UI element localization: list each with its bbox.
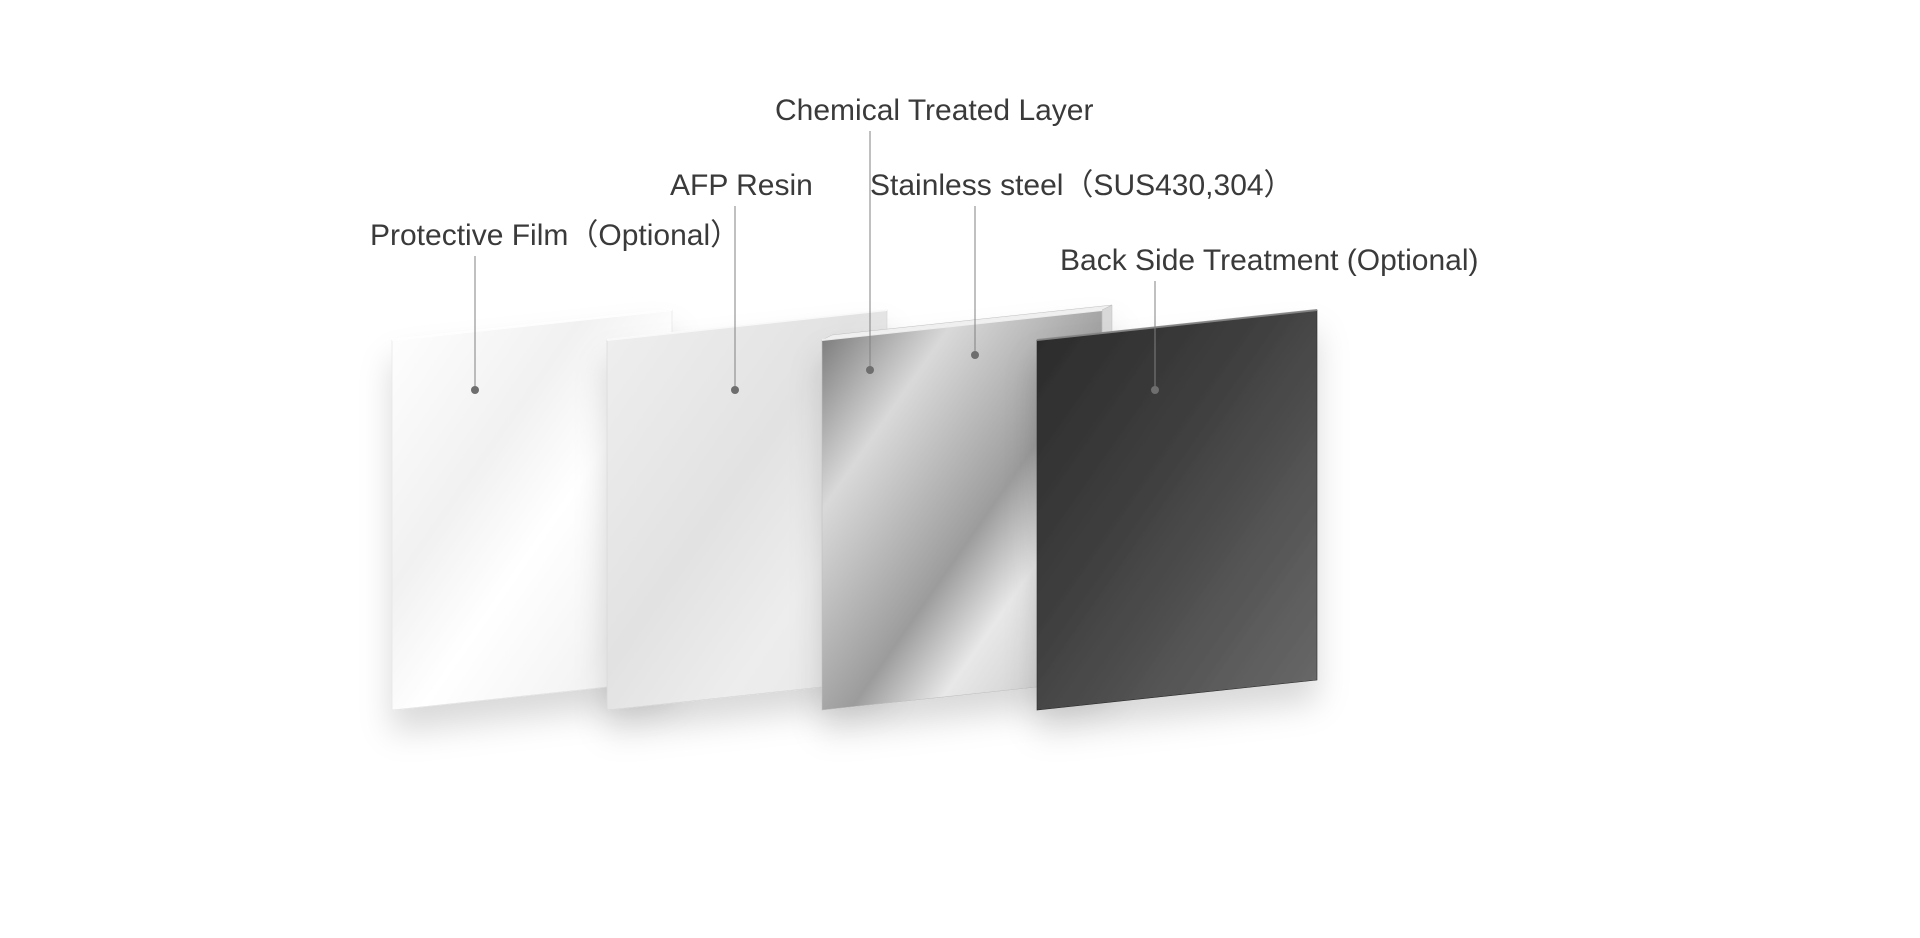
layer-panel-back-side bbox=[1037, 310, 1317, 710]
label-afp-resin: AFP Resin bbox=[670, 169, 813, 202]
label-chemical-treated: Chemical Treated Layer bbox=[775, 94, 1094, 127]
label-stainless-steel: Stainless steel（SUS430,304） bbox=[870, 169, 1294, 202]
layer-diagram: Protective Film（Optional） AFP Resin Chemic… bbox=[0, 0, 1920, 938]
label-protective-film: Protective Film（Optional） bbox=[370, 219, 740, 252]
label-back-side: Back Side Treatment (Optional) bbox=[1060, 244, 1479, 277]
